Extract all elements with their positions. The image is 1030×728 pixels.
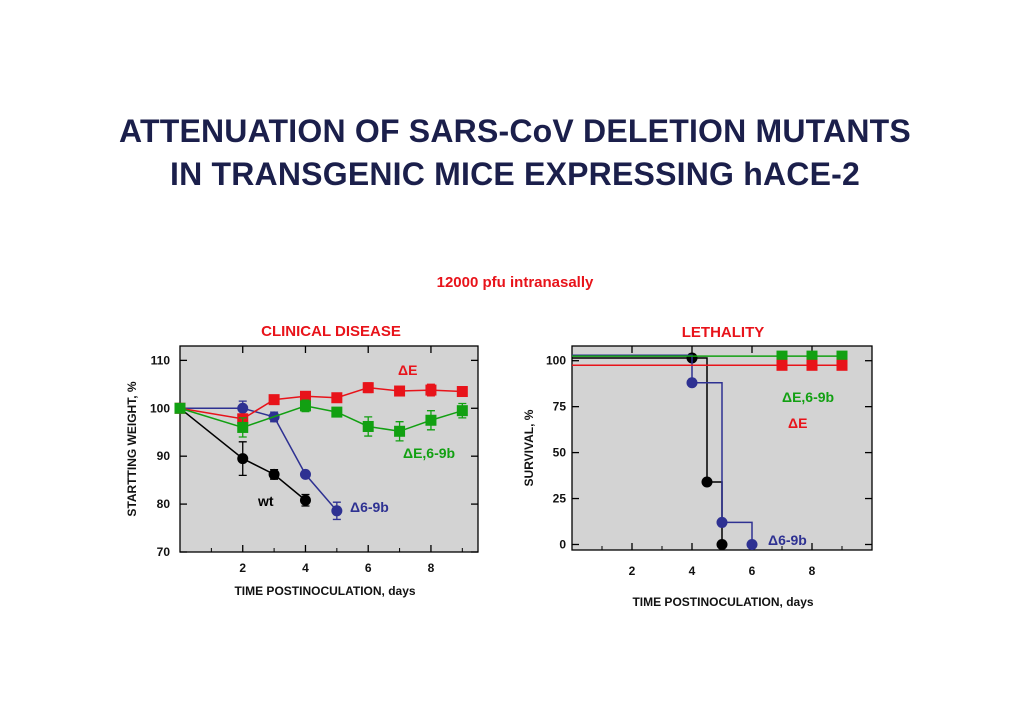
clinical-series-line-wt [179, 407, 306, 501]
clinical-data-point-dE69b [174, 402, 186, 414]
clinical-title: CLINICAL DISEASE [261, 323, 401, 340]
lethality-data-point-dE [806, 359, 818, 371]
lethality-x-axis-label: TIME POSTINOCULATION, days [632, 595, 813, 609]
lethality-x-tick-label: 8 [809, 564, 816, 578]
clinical-series-label-d69b: Δ6-9b [350, 499, 389, 515]
lethality-data-point-wt [716, 538, 728, 550]
lethality-data-point-dE69b [836, 350, 848, 362]
clinical-series-label-wt: wt [257, 493, 274, 509]
clinical-data-point-dE [425, 384, 437, 396]
lethality-data-point-d69b [746, 538, 758, 550]
clinical-data-point-dE69b [331, 406, 343, 418]
clinical-data-point-dE69b [299, 400, 311, 412]
lethality-series-label-dE: ΔE [788, 415, 807, 431]
lethality-y-tick-label: 75 [553, 400, 567, 414]
clinical-data-point-d69b [299, 468, 311, 480]
lethality-data-point-wt [701, 476, 713, 488]
clinical-y-tick-label: 70 [157, 545, 171, 559]
clinical-y-tick-label: 80 [157, 497, 171, 511]
clinical-data-point-dE69b [425, 414, 437, 426]
clinical-y-tick-label: 90 [157, 449, 171, 463]
clinical-series-label-dE: ΔE [398, 362, 417, 378]
clinical-data-point-wt [268, 468, 280, 480]
clinical-data-point-dE [362, 382, 374, 394]
lethality-data-point-dE [776, 359, 788, 371]
clinical-data-point-dE69b [394, 425, 406, 437]
clinical-series-label-dE69b: ΔE,6-9b [403, 445, 455, 461]
lethality-y-axis-label: SURVIVAL, % [522, 409, 536, 486]
clinical-data-point-dE [268, 394, 280, 406]
lethality-x-tick-label: 2 [629, 564, 636, 578]
lethality-y-tick-label: 0 [559, 537, 566, 551]
clinical-data-point-wt [299, 494, 311, 506]
clinical-x-axis-label: TIME POSTINOCULATION, days [234, 584, 415, 598]
lethality-data-point-dE [836, 359, 848, 371]
clinical-x-tick-label: 6 [365, 561, 372, 575]
clinical-data-point-dE [394, 385, 406, 397]
clinical-x-tick-label: 8 [428, 561, 435, 575]
clinical-data-point-d69b [331, 505, 343, 517]
lethality-series-line-d69b [572, 354, 753, 545]
clinical-data-point-dE69b [456, 405, 468, 417]
lethality-y-tick-label: 100 [546, 354, 566, 368]
title-line-2: IN TRANSGENIC MICE EXPRESSING hACE-2 [170, 156, 860, 192]
lethality-data-point-d69b [716, 516, 728, 528]
clinical-y-axis-label: STARTTING WEIGHT, % [125, 381, 139, 516]
clinical-data-point-dE69b [237, 421, 249, 433]
subtitle: 12000 pfu intranasally [436, 274, 594, 291]
lethality-y-tick-label: 25 [553, 492, 567, 506]
lethality-title: LETHALITY [682, 324, 765, 341]
title-line-1: ATTENUATION OF SARS-CoV DELETION MUTANTS [119, 113, 911, 149]
lethality-data-point-dE69b [806, 350, 818, 362]
clinical-x-tick-label: 2 [239, 561, 246, 575]
lethality-y-tick-label: 50 [553, 446, 567, 460]
clinical-data-point-dE [299, 390, 311, 402]
clinical-plot-area [179, 345, 479, 553]
lethality-data-point-dE69b [776, 350, 788, 362]
clinical-data-point-dE [331, 392, 343, 404]
lethality-series-label-d69b: Δ6-9b [768, 532, 807, 548]
clinical-y-tick-label: 110 [151, 353, 171, 367]
clinical-data-point-wt [237, 453, 249, 465]
lethality-data-point-d69b [686, 377, 698, 389]
lethality-series-label-dE69b: ΔE,6-9b [782, 389, 834, 405]
clinical-x-tick-label: 4 [302, 561, 309, 575]
clinical-data-point-dE69b [362, 420, 374, 432]
lethality-x-tick-label: 4 [689, 564, 696, 578]
lethality-x-tick-label: 6 [749, 564, 756, 578]
clinical-y-tick-label: 100 [150, 401, 170, 415]
clinical-data-point-dE [456, 386, 468, 398]
clinical-data-point-d69b [237, 402, 249, 414]
